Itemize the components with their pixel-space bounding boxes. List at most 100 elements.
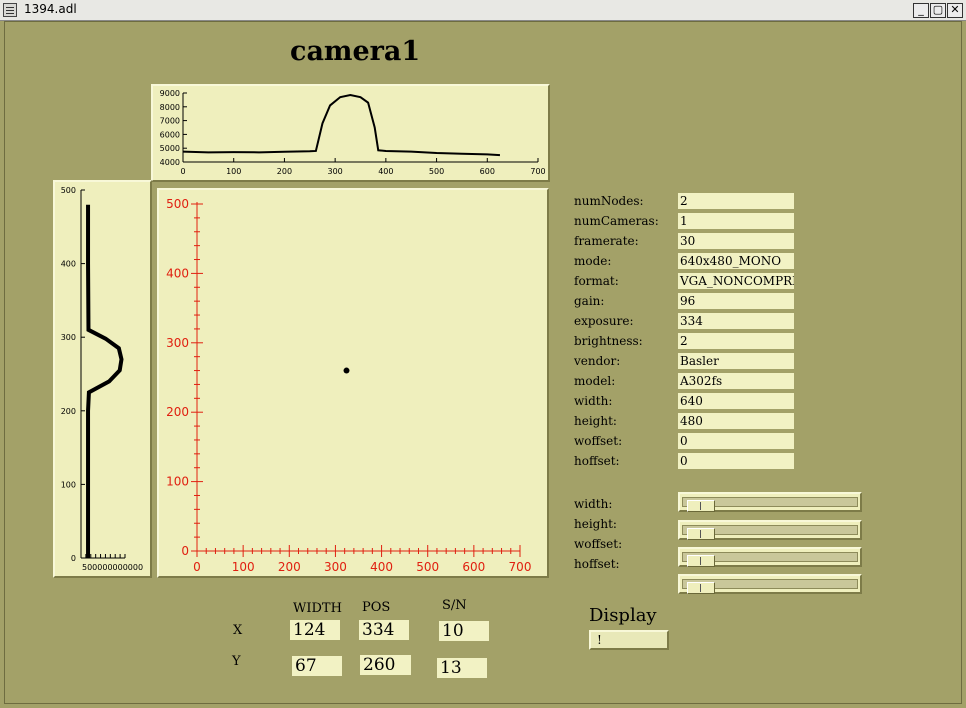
window-menu-icon[interactable]	[3, 3, 17, 17]
slider-track[interactable]	[682, 497, 858, 512]
param-label: numNodes:	[574, 194, 644, 208]
y-tick-label: 300	[61, 333, 76, 342]
maximize-icon[interactable]: ▢	[930, 3, 946, 18]
param-label: format:	[574, 274, 619, 288]
slider-label: height:	[574, 517, 617, 531]
slider-label: width:	[574, 497, 613, 511]
x-tick-label: 500	[429, 167, 444, 176]
x-row-label: X	[233, 623, 243, 638]
window-frame	[4, 21, 962, 704]
param-value: 1	[678, 213, 794, 229]
x-tick-label: 100	[232, 560, 255, 574]
y-tick-label: 4000	[160, 158, 180, 167]
y-tick-label: 500	[61, 186, 76, 195]
y-tick-label: 100	[61, 480, 76, 489]
slider-label: hoffset:	[574, 557, 620, 571]
param-value: VGA_NONCOMPRES	[678, 273, 794, 289]
pos-column-header: POS	[362, 600, 391, 615]
param-value: 334	[678, 313, 794, 329]
y-tick-label: 5000	[160, 144, 180, 153]
x-tick-label: 100	[226, 167, 241, 176]
y-tick-label: 8000	[160, 103, 180, 112]
x-tick-label: 300	[328, 167, 343, 176]
param-value: 480	[678, 413, 794, 429]
close-icon[interactable]: ✕	[947, 3, 963, 18]
display-label: Display	[589, 605, 657, 626]
x-tick-label: 600	[480, 167, 495, 176]
slider[interactable]	[678, 574, 862, 594]
param-value: 640x480_MONO	[678, 253, 794, 269]
sn-column-header: S/N	[442, 598, 467, 613]
top-profile-chart: 0 100 200 300 400 500 600 700 4000 5000 6000 7000 80…	[160, 89, 546, 176]
y-width-value: 67	[292, 656, 342, 676]
window-title: 1394.adl	[24, 2, 77, 16]
y-sn-value: 13	[437, 658, 487, 678]
param-label: vendor:	[574, 354, 621, 368]
param-value: 0	[678, 433, 794, 449]
param-value: 0	[678, 453, 794, 469]
param-label: height:	[574, 414, 617, 428]
slider-thumb[interactable]	[687, 500, 715, 512]
profile-line	[86, 204, 124, 558]
main-plot-panel: 0 100 200 300 400 500 600 700 0 100 200 300 400 500	[157, 188, 549, 578]
param-label: hoffset:	[574, 454, 620, 468]
y-pos-value: 260	[360, 655, 411, 675]
y-tick-label: 500	[166, 197, 189, 211]
centroid-point	[343, 367, 350, 374]
x-pos-value: 334	[359, 620, 409, 640]
display-button[interactable]: !	[589, 630, 669, 650]
x-tick-label: 700	[509, 560, 532, 574]
x-tick-label: 0	[180, 167, 185, 176]
title-bar: 1394.adl _ ▢ ✕	[0, 0, 966, 21]
side-profile-panel: 0 100 200 300 400 500 500000000000	[53, 180, 152, 578]
slider-thumb[interactable]	[687, 555, 715, 567]
x-tick-label: 200	[277, 167, 292, 176]
y-row-label: Y	[232, 654, 241, 669]
x-tick-label: 400	[378, 167, 393, 176]
param-label: gain:	[574, 294, 605, 308]
param-value: 2	[678, 193, 794, 209]
param-value: 2	[678, 333, 794, 349]
x-tick-label: 600	[462, 560, 485, 574]
slider[interactable]	[678, 547, 862, 567]
y-tick-label: 0	[181, 544, 189, 558]
param-value: 96	[678, 293, 794, 309]
param-label: model:	[574, 374, 616, 388]
y-tick-label: 300	[166, 336, 189, 350]
param-label: woffset:	[574, 434, 623, 448]
param-label: width:	[574, 394, 613, 408]
param-label: exposure:	[574, 314, 634, 328]
slider-track[interactable]	[682, 525, 858, 540]
side-profile-chart: 0 100 200 300 400 500 500000000000	[61, 186, 143, 572]
y-tick-label: 9000	[160, 89, 180, 98]
y-tick-label: 6000	[160, 130, 180, 139]
x-tick-label: 700	[530, 167, 545, 176]
y-tick-label: 400	[61, 260, 76, 269]
top-profile-panel: 0 100 200 300 400 500 600 700 4000 5000 6000 7000 80…	[151, 84, 550, 182]
minimize-icon[interactable]: _	[913, 3, 929, 18]
param-label: numCameras:	[574, 214, 659, 228]
slider-track[interactable]	[682, 579, 858, 594]
x-tick-labels: 500000000000	[82, 563, 143, 572]
y-tick-label: 7000	[160, 117, 180, 126]
slider[interactable]	[678, 492, 862, 512]
width-column-header: WIDTH	[293, 601, 342, 616]
param-label: framerate:	[574, 234, 639, 248]
y-tick-label: 400	[166, 266, 189, 280]
slider[interactable]	[678, 520, 862, 540]
y-tick-label: 100	[166, 475, 189, 489]
y-tick-label: 200	[61, 407, 76, 416]
x-sn-value: 10	[439, 621, 489, 641]
slider-track[interactable]	[682, 552, 858, 567]
x-tick-label: 0	[193, 560, 201, 574]
param-value: A302fs	[678, 373, 794, 389]
x-tick-label: 500	[416, 560, 439, 574]
param-label: brightness:	[574, 334, 643, 348]
param-value: Basler	[678, 353, 794, 369]
slider-thumb[interactable]	[687, 582, 715, 594]
x-width-value: 124	[290, 620, 340, 640]
y-tick-label: 0	[71, 554, 76, 563]
page-title: camera1	[290, 36, 421, 67]
slider-thumb[interactable]	[687, 528, 715, 540]
profile-line	[182, 94, 501, 157]
